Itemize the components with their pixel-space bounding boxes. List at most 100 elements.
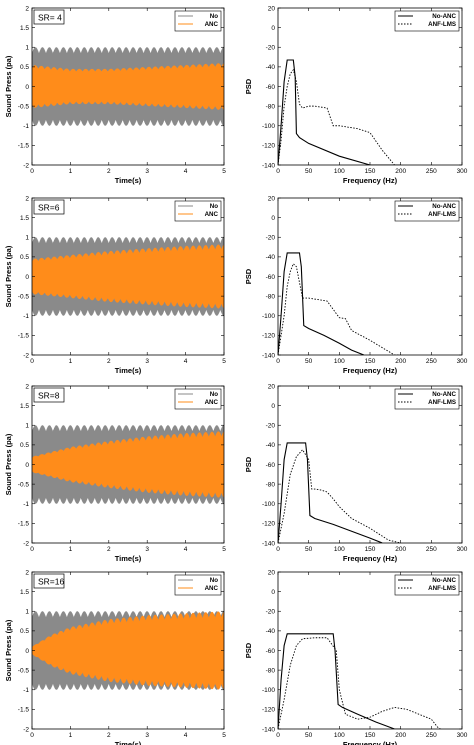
x-tick-label: 4 [184,732,188,739]
x-tick-label: 200 [395,546,406,553]
x-tick-label: 0 [276,358,280,365]
x-tick-label: 250 [426,546,437,553]
y-tick-label: -140 [262,162,275,169]
y-tick-label: 0 [271,403,275,410]
y-tick-label: 20 [268,569,276,576]
y-tick-label: 0 [25,274,29,281]
y-tick-label: 0 [271,215,275,222]
series-no-anc-line [278,59,401,165]
series-no-line [32,425,224,504]
x-axis-label: Frequency (Hz) [343,740,398,745]
legend-label-1: ANF-LMS [428,211,456,218]
y-axis-label: Sound Press (pa) [4,619,13,681]
legend-label-0: No-ANC [432,391,456,398]
x-axis-label: Frequency (Hz) [343,176,398,185]
y-tick-label: -2 [23,726,29,733]
x-tick-label: 0 [30,546,34,553]
x-tick-label: 200 [395,732,406,739]
x-tick-label: 250 [426,168,437,175]
x-tick-label: 4 [184,168,188,175]
x-tick-label: 3 [145,168,149,175]
y-tick-label: -120 [262,707,275,714]
x-tick-label: 3 [145,546,149,553]
y-tick-label: -80 [266,103,276,110]
series-anc-line [32,63,224,110]
row2-time-plot-area [32,237,224,316]
y-tick-label: -1.5 [18,143,30,150]
x-axis-label: Frequency (Hz) [343,554,398,563]
legend-label-0: No [210,203,218,210]
x-tick-label: 1 [69,358,73,365]
y-tick-label: 0 [25,462,29,469]
row1-time-plot-area [32,47,224,126]
y-tick-label: -120 [262,521,275,528]
sr-label-box [33,199,65,215]
x-tick-label: 150 [365,358,376,365]
y-tick-label: -20 [266,423,276,430]
x-tick-label: 100 [334,358,345,365]
y-tick-label: -80 [266,667,276,674]
x-axis-label: Frequency (Hz) [343,366,398,375]
y-tick-label: 2 [25,5,29,12]
y-axis-label: Sound Press (pa) [4,433,13,495]
legend-label-1: ANC [205,399,219,406]
x-tick-label: 150 [365,546,376,553]
x-tick-label: 300 [457,168,468,175]
y-tick-label: 2 [25,195,29,202]
x-tick-label: 2 [107,168,111,175]
y-tick-label: -60 [266,274,276,281]
row1-psd-chart: 0 50 100 150 200 250 300-140-120-100-80-60-40-… [244,5,468,185]
y-tick-label: -1 [23,501,29,508]
legend-label-1: ANC [205,585,219,592]
series-anf-lms-line [278,449,401,543]
row1-psd-plot-area [278,59,401,165]
y-tick-label: -1 [23,123,29,130]
legend-label-0: No [210,391,218,398]
x-tick-label: 200 [395,168,406,175]
x-axis-label: Time(s) [115,740,142,745]
sr-label: SR=6 [38,203,60,213]
y-tick-label: -2 [23,540,29,547]
row1-time-chart: 0 1 2 3 4 5 -2 -1.5 -1 -0.5 0 0.5 1 1.5 2 Time(s) Sound … [4,5,226,185]
y-tick-label: -60 [266,648,276,655]
y-tick-label: -80 [266,293,276,300]
series-no-anc-line [278,633,401,729]
y-tick-label: -1 [23,313,29,320]
y-tick-label: -1 [23,687,29,694]
sr-label-box [33,387,65,403]
series-no-anc-line [278,252,365,355]
x-tick-label: 4 [184,546,188,553]
row3-time-plot-area [32,425,224,504]
legend-label-1: ANC [205,21,219,28]
y-tick-label: 0.5 [20,254,29,261]
y-tick-label: -20 [266,45,276,52]
x-tick-label: 5 [222,168,226,175]
x-tick-label: 250 [426,358,437,365]
y-tick-label: -1.5 [18,333,30,340]
y-tick-label: -20 [266,609,276,616]
y-tick-label: 20 [268,195,276,202]
sr-label-box [33,573,65,589]
y-tick-label: -100 [262,687,275,694]
y-tick-label: 0 [25,84,29,91]
series-anc-line [32,431,224,498]
series-anc-line [32,244,224,309]
row2-psd-chart: 0 50 100 150 200 250 300-140-120-100-80-60-40-… [244,195,468,375]
y-axis-label: PSD [244,642,253,658]
x-tick-label: 3 [145,732,149,739]
y-tick-label: -2 [23,352,29,359]
y-tick-label: -40 [266,442,276,449]
y-tick-label: 1 [25,423,29,430]
x-tick-label: 1 [69,732,73,739]
legend-label-1: ANF-LMS [428,399,456,406]
series-anf-lms-line [278,68,395,165]
x-tick-label: 4 [184,358,188,365]
row4-psd-plot-area [278,633,441,729]
y-tick-label: 1 [25,235,29,242]
y-tick-label: -40 [266,64,276,71]
legend-label-0: No-ANC [432,203,456,210]
series-no-anc-line [278,442,383,543]
y-tick-label: -0.5 [18,667,30,674]
row3-time-chart: 0 1 2 3 4 5 -2 -1.5 -1 -0.5 0 0.5 1 1.5 2 Time(s) Sound … [4,383,226,563]
